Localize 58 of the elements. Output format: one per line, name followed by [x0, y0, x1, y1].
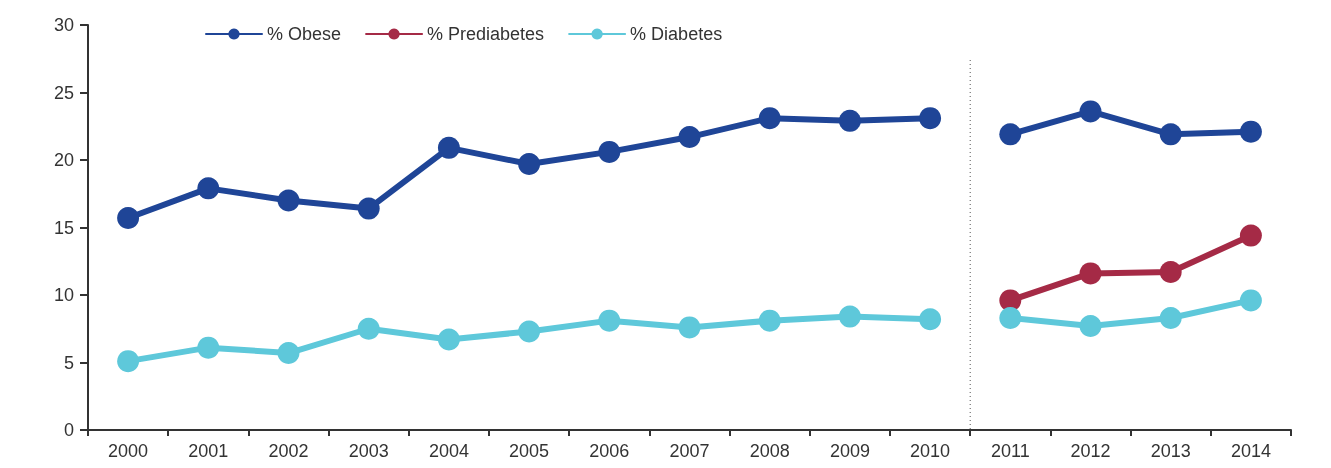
legend-label: % Obese [267, 24, 342, 44]
point [1079, 262, 1102, 285]
x-tick-label: 2007 [669, 441, 710, 461]
point [1079, 100, 1102, 123]
point [117, 350, 140, 373]
point [598, 309, 621, 332]
x-tick-label: 2001 [188, 441, 229, 461]
y-tick-label: 30 [53, 15, 74, 35]
point [1159, 123, 1182, 146]
point [518, 320, 541, 343]
point [678, 126, 701, 149]
point [357, 197, 380, 220]
point [518, 153, 541, 176]
legend-label: % Prediabetes [427, 24, 545, 44]
legend-label: % Diabetes [630, 24, 723, 44]
point [437, 328, 460, 351]
point [1239, 289, 1262, 312]
x-tick-label: 2003 [348, 441, 389, 461]
point [277, 342, 300, 365]
point [437, 136, 460, 159]
y-tick-label: 15 [53, 217, 74, 238]
point [1239, 224, 1262, 247]
x-tick-label: 2011 [990, 441, 1030, 461]
point [197, 177, 220, 200]
y-tick-label: 5 [63, 352, 74, 373]
x-tick-label: 2006 [589, 441, 630, 461]
point [1159, 261, 1182, 284]
x-tick-label: 2008 [749, 441, 790, 461]
point [838, 109, 861, 132]
y-tick-label: 25 [53, 82, 74, 103]
x-tick-label: 2013 [1150, 441, 1191, 461]
point [357, 317, 380, 340]
y-tick-label: 20 [53, 150, 74, 170]
point [678, 316, 701, 339]
point [758, 309, 781, 332]
point [277, 189, 300, 212]
x-tick-label: 2000 [108, 441, 149, 461]
point [1239, 120, 1262, 143]
point [999, 123, 1022, 146]
point [1159, 306, 1182, 329]
point [999, 306, 1022, 329]
point [919, 308, 942, 331]
y-tick-label: 0 [63, 420, 74, 440]
point [598, 140, 621, 163]
point [919, 107, 942, 130]
x-tick-label: 2014 [1230, 441, 1271, 461]
point [197, 336, 220, 359]
x-tick-label: 2012 [1070, 441, 1111, 461]
x-tick-label: 2002 [268, 441, 309, 461]
y-tick-label: 10 [53, 285, 74, 305]
x-tick-label: 2005 [509, 441, 550, 461]
point [1079, 315, 1102, 338]
x-tick-label: 2009 [829, 441, 870, 461]
point [838, 305, 861, 328]
x-tick-label: 2004 [428, 441, 469, 461]
point [758, 107, 781, 130]
point [117, 207, 140, 230]
x-tick-label: 2010 [910, 441, 951, 461]
